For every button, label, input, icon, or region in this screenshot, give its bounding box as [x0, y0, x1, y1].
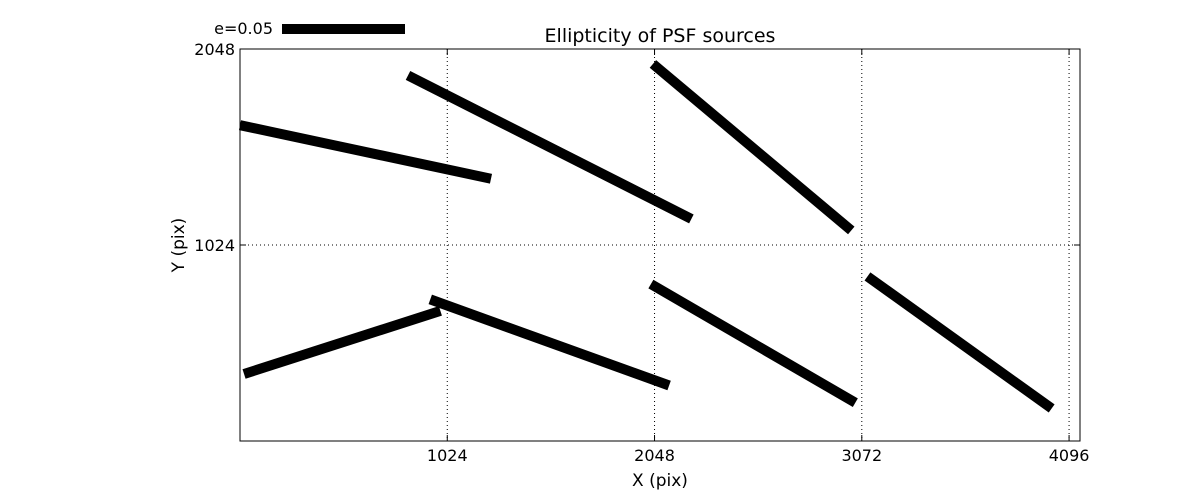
legend-label: e=0.05 — [214, 19, 273, 38]
x-tick-label: 4096 — [1049, 446, 1090, 465]
ellipticity-vector-5 — [428, 294, 671, 391]
ellipticity-vector-1 — [238, 120, 493, 184]
legend: e=0.05 — [214, 19, 405, 38]
y-tick-label: 1024 — [194, 236, 235, 255]
ellipticity-vector-7 — [864, 272, 1055, 413]
y-tick-labels: 1024 2048 — [194, 40, 235, 255]
x-axis-label: X (pix) — [632, 471, 688, 490]
x-tick-label: 3072 — [841, 446, 882, 465]
ellipticity-vector-4 — [242, 306, 442, 379]
ellipticity-vector-3 — [649, 60, 855, 235]
y-tick-label: 2048 — [194, 40, 235, 59]
ellipticity-vector-6 — [648, 279, 858, 408]
x-tick-label: 1024 — [427, 446, 468, 465]
plot-frame — [239, 48, 1081, 442]
x-tick-labels: 1024 2048 3072 4096 — [427, 446, 1090, 465]
ellipticity-vector-2 — [405, 70, 694, 224]
y-axis-label: Y (pix) — [169, 218, 189, 274]
chart-title: Ellipticity of PSF sources — [545, 25, 776, 47]
ellipticity-vectors — [238, 60, 1055, 413]
x-tick-label: 2048 — [634, 446, 675, 465]
